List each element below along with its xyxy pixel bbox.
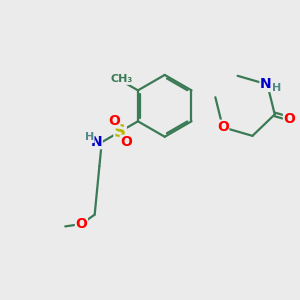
Text: O: O [284,112,296,126]
Text: O: O [76,217,87,231]
Text: O: O [120,135,132,149]
Text: H: H [272,83,281,93]
Text: O: O [108,114,120,128]
Text: N: N [91,135,102,148]
Text: H: H [85,133,94,142]
Text: CH₃: CH₃ [111,74,133,84]
Text: O: O [217,120,229,134]
Text: S: S [114,123,126,141]
Text: N: N [260,77,272,92]
